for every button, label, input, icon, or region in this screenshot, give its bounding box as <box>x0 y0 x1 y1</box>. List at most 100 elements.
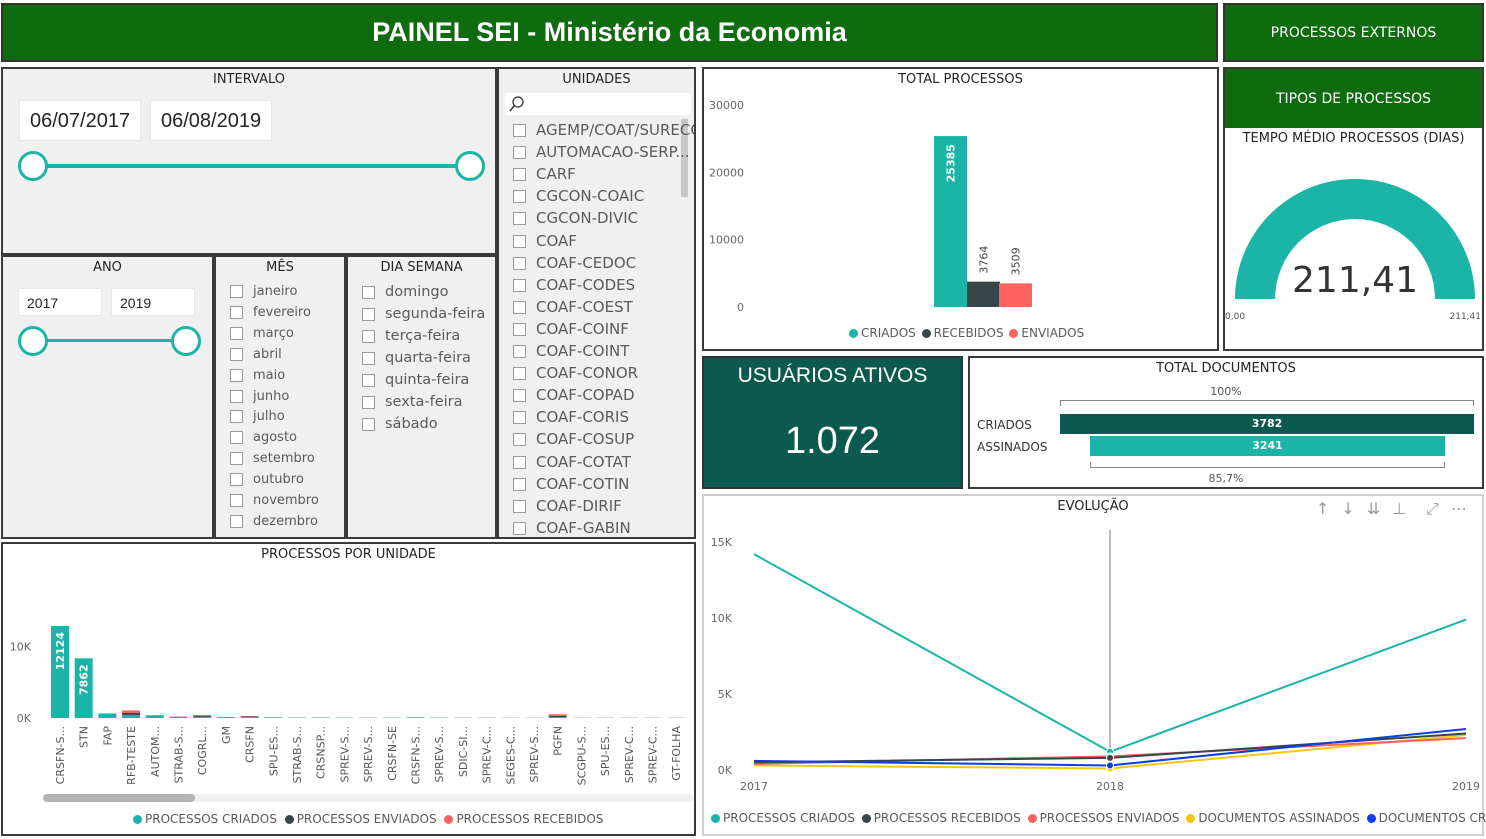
month-item[interactable]: outubro <box>230 472 304 487</box>
month-checkbox[interactable] <box>230 431 243 445</box>
weekday-item[interactable]: quinta-feira <box>362 372 469 388</box>
focus-mode-icon[interactable]: ⤢ <box>1426 499 1439 518</box>
unit-checkbox[interactable] <box>513 278 526 292</box>
month-checkbox[interactable] <box>230 285 243 298</box>
pu-bar[interactable] <box>98 713 117 718</box>
weekday-item[interactable]: domingo <box>362 284 449 300</box>
year-range-track[interactable] <box>33 339 188 342</box>
pu-bar[interactable] <box>548 717 567 718</box>
month-checkbox[interactable] <box>230 514 243 528</box>
pu-bar[interactable] <box>548 714 567 716</box>
month-item[interactable]: maio <box>230 368 285 383</box>
unit-item[interactable]: COAF-COINT <box>513 342 629 360</box>
weekday-item[interactable]: sábado <box>362 416 438 432</box>
hierarchy-icon[interactable]: ⊥ <box>1392 499 1407 518</box>
process-types-button[interactable]: TIPOS DE PROCESSOS <box>1225 69 1482 128</box>
unit-item[interactable]: COAF-CODES <box>513 276 635 294</box>
unit-item[interactable]: COAF-COINF <box>513 320 629 338</box>
pu-scrollbar-track[interactable] <box>43 794 693 802</box>
unit-checkbox[interactable] <box>513 124 526 137</box>
unit-checkbox[interactable] <box>513 256 526 270</box>
unit-checkbox[interactable] <box>513 477 526 491</box>
weekday-checkbox[interactable] <box>362 307 375 321</box>
more-options-icon[interactable]: ⋯ <box>1450 499 1467 518</box>
month-checkbox[interactable] <box>230 494 243 507</box>
pu-bar[interactable] <box>193 716 212 718</box>
start-date-input[interactable]: 06/07/2017 <box>19 100 141 141</box>
unit-item[interactable]: AGEMP/COAT/SURECO <box>513 121 694 139</box>
weekday-item[interactable]: terça-feira <box>362 328 460 344</box>
unit-checkbox[interactable] <box>513 300 526 314</box>
unit-item[interactable]: COAF <box>513 232 577 250</box>
tp-bar-recebidos[interactable] <box>967 281 1000 307</box>
pu-bar[interactable] <box>122 710 141 713</box>
unit-item[interactable]: COAF-COSUP <box>513 430 634 448</box>
month-item[interactable]: setembro <box>230 451 315 466</box>
date-start-handle[interactable] <box>18 151 48 181</box>
weekday-item[interactable]: segunda-feira <box>362 306 485 322</box>
pu-bar[interactable] <box>240 717 259 718</box>
unit-checkbox[interactable] <box>513 367 526 381</box>
unit-item[interactable]: COAF-CONOR <box>513 364 638 382</box>
month-item[interactable]: março <box>230 326 294 341</box>
ev-point[interactable] <box>1106 761 1114 770</box>
unit-checkbox[interactable] <box>513 234 526 248</box>
unit-checkbox[interactable] <box>513 190 526 204</box>
year-end-handle[interactable] <box>171 326 201 356</box>
unit-item[interactable]: AUTOMACAO-SERP... <box>513 143 690 161</box>
tp-bar-enviados[interactable] <box>999 283 1032 307</box>
unit-item[interactable]: COAF-COTAT <box>513 453 631 471</box>
unit-checkbox[interactable] <box>513 499 526 513</box>
unit-checkbox[interactable] <box>513 212 526 226</box>
pu-bar[interactable] <box>122 714 141 718</box>
weekday-item[interactable]: sexta-feira <box>362 394 463 410</box>
month-item[interactable]: novembro <box>230 493 319 508</box>
pu-bar[interactable] <box>193 714 212 716</box>
drill-up-icon[interactable]: ↑ <box>1316 499 1330 518</box>
month-item[interactable]: agosto <box>230 430 297 445</box>
unit-search-box[interactable] <box>505 93 691 115</box>
unit-checkbox[interactable] <box>513 455 526 469</box>
unit-item[interactable]: COAF-GABIN <box>513 519 631 537</box>
end-date-input[interactable]: 06/08/2019 <box>150 100 272 141</box>
unit-item[interactable]: COAF-COPAD <box>513 386 635 404</box>
weekday-checkbox[interactable] <box>362 395 375 409</box>
month-checkbox[interactable] <box>230 389 243 403</box>
pu-bar[interactable] <box>51 626 69 718</box>
month-checkbox[interactable] <box>230 347 243 361</box>
unit-item[interactable]: COAF-DIRIF <box>513 497 622 515</box>
unit-checkbox[interactable] <box>513 168 526 182</box>
pu-bar[interactable] <box>169 716 188 718</box>
weekday-checkbox[interactable] <box>362 373 375 387</box>
weekday-checkbox[interactable] <box>362 417 375 431</box>
weekday-checkbox[interactable] <box>362 351 375 365</box>
pu-scrollbar-thumb[interactable] <box>43 794 195 802</box>
pu-bar[interactable] <box>193 715 212 717</box>
month-checkbox[interactable] <box>230 410 243 424</box>
month-item[interactable]: julho <box>230 409 285 424</box>
expand-all-icon[interactable]: ⇊ <box>1366 499 1381 518</box>
month-item[interactable]: dezembro <box>230 514 318 529</box>
pu-bar[interactable] <box>216 717 235 718</box>
date-end-handle[interactable] <box>455 151 485 181</box>
unit-scrollbar[interactable] <box>681 119 688 197</box>
weekday-item[interactable]: quarta-feira <box>362 350 471 366</box>
unit-item[interactable]: COAF-CEDOC <box>513 254 636 272</box>
unit-checkbox[interactable] <box>513 146 526 160</box>
unit-checkbox[interactable] <box>513 433 526 447</box>
unit-checkbox[interactable] <box>513 389 526 403</box>
unit-checkbox[interactable] <box>513 411 526 425</box>
month-item[interactable]: junho <box>230 389 289 404</box>
year-end-input[interactable]: 2019 <box>111 288 195 316</box>
weekday-checkbox[interactable] <box>362 329 375 343</box>
unit-item[interactable]: CGCON-DIVIC <box>513 209 638 227</box>
month-checkbox[interactable] <box>230 473 243 487</box>
unit-item[interactable]: COAF-COEST <box>513 298 633 316</box>
pu-bar[interactable] <box>240 716 259 718</box>
pu-bar[interactable] <box>145 715 164 718</box>
unit-checkbox[interactable] <box>513 521 526 535</box>
year-start-input[interactable]: 2017 <box>18 288 102 316</box>
weekday-checkbox[interactable] <box>362 285 375 299</box>
month-checkbox[interactable] <box>230 326 243 340</box>
unit-item[interactable]: COAF-CORIS <box>513 408 629 426</box>
